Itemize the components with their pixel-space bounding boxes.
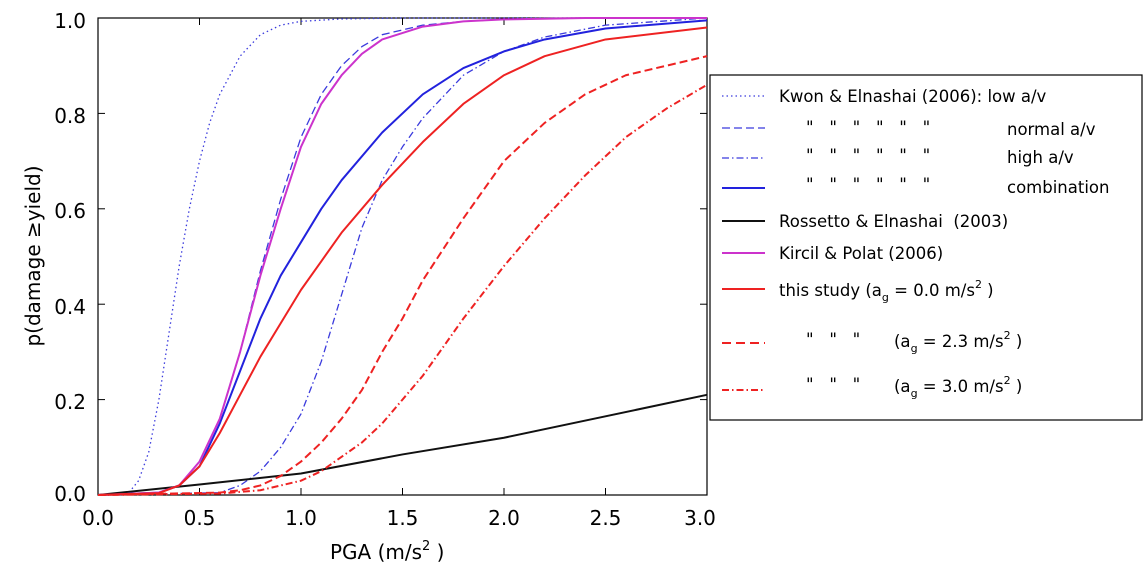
- legend-label-kircil: Kircil & Polat (2006): [779, 244, 943, 263]
- legend-text-part: = 3.0 m/s: [918, 377, 1004, 396]
- legend-sup-2: 2: [1004, 329, 1011, 342]
- legend-ditto-high: " " " " " ": [806, 146, 930, 165]
- x-tick-label: 1.0: [285, 506, 317, 530]
- legend-sub-g: g: [911, 342, 918, 355]
- legend-text-part: this study (a: [779, 281, 882, 300]
- legend-text-part: ): [1011, 332, 1023, 351]
- legend: Kwon & Elnashai (2006): low a/v " " " " …: [709, 74, 1143, 421]
- x-tick-label: 3.0: [684, 506, 716, 530]
- y-axis-label: p(damage ≥yield): [21, 165, 45, 346]
- legend-sup-2: 2: [1004, 374, 1011, 387]
- series-line-kwon-low: [97, 17, 707, 496]
- legend-label-this-study-23: (ag = 2.3 m/s2 ): [894, 329, 1022, 355]
- axis-ticks: [97, 17, 708, 496]
- legend-text-part: ): [982, 281, 994, 300]
- legend-box: [709, 74, 1143, 421]
- series-line-rossetto: [97, 393, 708, 496]
- x-axis-label: PGA (m/s2 ): [330, 539, 445, 564]
- legend-text-part: (a: [894, 377, 911, 396]
- plot-area: [97, 17, 708, 496]
- y-tick-label: 1.0: [54, 9, 86, 33]
- y-tick-label: 0.6: [54, 199, 86, 223]
- x-tick-label: 0.5: [184, 506, 216, 530]
- y-tick-label: 0.4: [54, 295, 86, 319]
- legend-ditto-normal: " " " " " ": [806, 118, 930, 137]
- legend-ditto-this-study-30: " " ": [806, 375, 860, 394]
- legend-text-part: ): [1011, 377, 1023, 396]
- legend-label-high: high a/v: [1007, 148, 1074, 167]
- x-tick-label: 0.0: [82, 506, 114, 530]
- x-tick-label: 2.0: [488, 506, 520, 530]
- legend-sup-2: 2: [975, 278, 982, 291]
- x-axis-label-text: PGA (m/s: [330, 540, 422, 564]
- legend-text-part: = 0.0 m/s: [889, 281, 975, 300]
- legend-label-normal: normal a/v: [1007, 120, 1096, 139]
- legend-label-this-study-0: this study (ag = 0.0 m/s2 ): [779, 278, 994, 304]
- series-group: [97, 17, 708, 496]
- x-axis-label-sup: 2: [422, 539, 430, 554]
- series-line-kircil: [97, 17, 707, 496]
- legend-text-part: (a: [894, 332, 911, 351]
- series-line-kwon-high: [97, 17, 708, 496]
- y-tick-labels: 0.0 0.2 0.4 0.6 0.8 1.0: [54, 9, 86, 506]
- series-line-this-study-0: [97, 26, 708, 496]
- x-tick-label: 1.5: [387, 506, 419, 530]
- y-tick-label: 0.0: [54, 482, 86, 506]
- y-tick-label: 0.8: [54, 104, 86, 128]
- y-tick-label: 0.2: [54, 390, 86, 414]
- legend-sub-g: g: [911, 387, 918, 400]
- legend-label-kwon-low: Kwon & Elnashai (2006): low a/v: [779, 87, 1047, 106]
- legend-label-combination: combination: [1007, 178, 1109, 197]
- legend-sub-g: g: [882, 291, 889, 304]
- x-tick-labels: 0.0 0.5 1.0 1.5 2.0 2.5 3.0: [82, 506, 716, 530]
- series-line-this-study-30: [97, 83, 708, 496]
- x-axis-label-close: ): [430, 540, 444, 564]
- series-line-this-study-23: [97, 55, 708, 496]
- legend-label-this-study-30: (ag = 3.0 m/s2 ): [894, 374, 1022, 400]
- legend-ditto-this-study-23: " " ": [806, 330, 860, 349]
- legend-text-part: = 2.3 m/s: [918, 332, 1004, 351]
- legend-ditto-combination: " " " " " ": [806, 175, 930, 194]
- x-tick-label: 2.5: [590, 506, 622, 530]
- legend-label-rossetto: Rossetto & Elnashai (2003): [779, 212, 1008, 231]
